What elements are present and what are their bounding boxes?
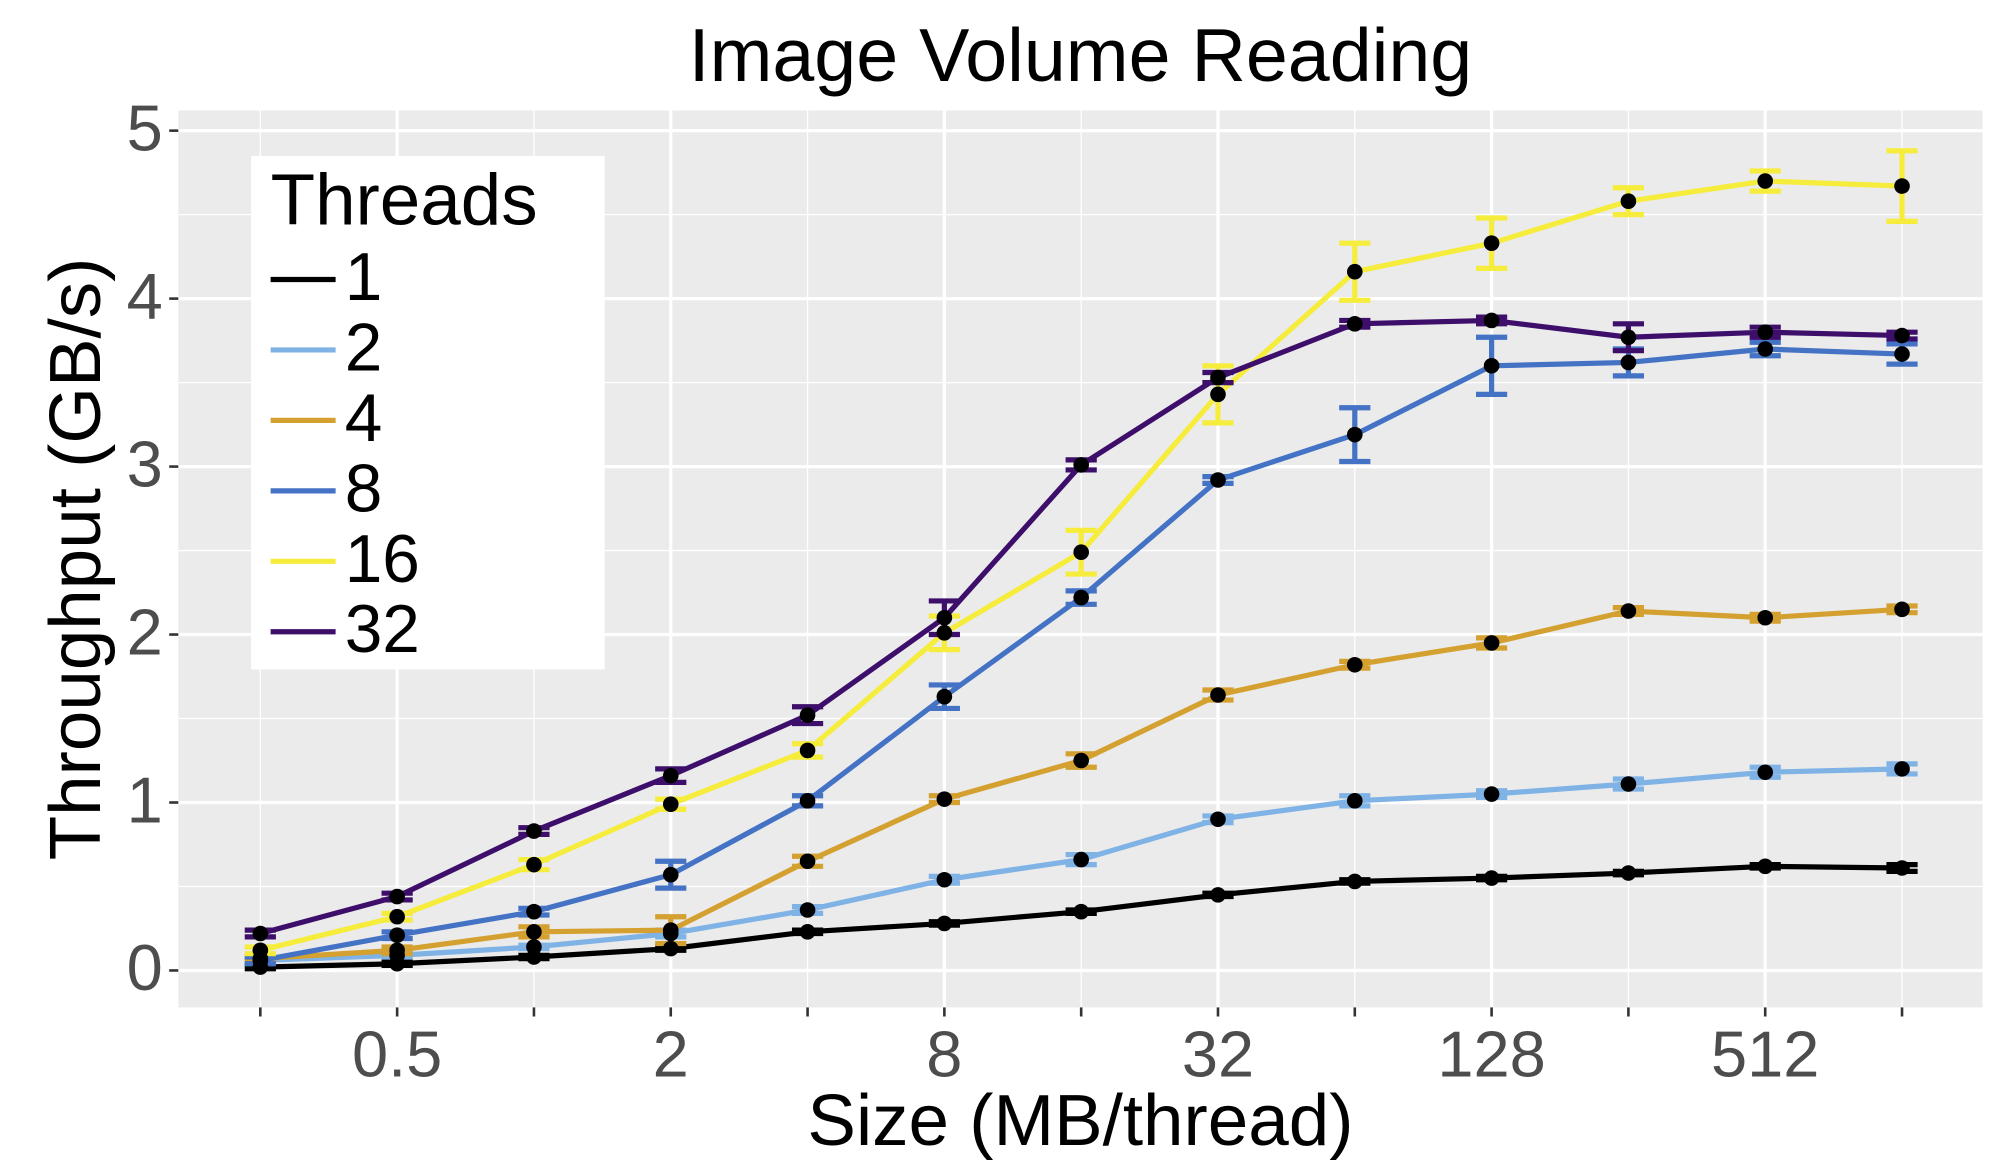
data-point [389, 942, 405, 959]
data-point [936, 625, 953, 641]
data-point [662, 922, 679, 938]
data-point [799, 742, 816, 759]
legend-label: 4 [345, 381, 383, 456]
data-point [662, 767, 679, 784]
x-tick-label: 32 [1182, 1018, 1254, 1091]
data-point [662, 940, 679, 957]
data-point [936, 688, 953, 705]
legend-title: Threads [271, 160, 538, 241]
y-tick-label: 3 [127, 427, 163, 500]
data-point [1346, 316, 1363, 332]
data-point [389, 888, 405, 905]
data-point [252, 925, 269, 942]
data-point [1757, 324, 1774, 341]
data-point [526, 939, 542, 955]
data-point [1894, 761, 1910, 777]
data-point [526, 903, 542, 920]
x-tick-label: 2 [653, 1018, 689, 1091]
y-tick-label: 4 [127, 259, 163, 332]
data-point [1210, 687, 1226, 703]
y-tick-label: 0 [127, 931, 163, 1004]
data-point [1210, 811, 1226, 828]
data-point [1210, 386, 1226, 403]
data-point [1073, 544, 1089, 561]
data-point [1620, 193, 1637, 209]
data-point [936, 609, 953, 626]
y-axis-title: Throughput (GB/s) [35, 258, 116, 861]
data-point [936, 871, 953, 888]
data-point [1483, 235, 1500, 251]
legend-label: 32 [345, 592, 420, 667]
chart-title: Image Volume Reading [689, 13, 1473, 97]
data-point [1483, 635, 1500, 651]
data-point [1346, 793, 1363, 809]
legend-label: 2 [345, 310, 383, 385]
data-point [1620, 865, 1637, 881]
data-point [936, 791, 953, 807]
data-point [936, 915, 953, 932]
data-point [526, 856, 542, 873]
data-point [1073, 457, 1089, 473]
y-tick-label: 5 [127, 91, 163, 164]
data-point [1073, 589, 1089, 606]
data-point [1346, 873, 1363, 890]
data-point [1894, 860, 1910, 876]
data-point [1757, 609, 1774, 626]
data-point [1894, 601, 1910, 618]
x-tick-label: 512 [1711, 1018, 1819, 1091]
legend-label: 1 [345, 240, 383, 315]
x-axis-title: Size (MB/thread) [807, 1080, 1353, 1161]
data-point [1757, 764, 1774, 781]
data-point [1757, 341, 1774, 357]
data-point [799, 924, 816, 940]
data-point [1757, 173, 1774, 189]
data-point [1346, 426, 1363, 443]
legend-label: 8 [345, 451, 383, 526]
data-point [1073, 752, 1089, 769]
data-point [526, 924, 542, 940]
y-tick-label: 1 [127, 763, 163, 836]
data-point [389, 927, 405, 943]
data-point [526, 823, 542, 839]
data-point [1210, 887, 1226, 903]
data-point [1346, 263, 1363, 280]
y-tick-label: 2 [127, 595, 163, 668]
data-point [1620, 603, 1637, 619]
series-lines [244, 148, 1918, 975]
data-point [799, 707, 816, 723]
data-point [1483, 786, 1500, 802]
data-point [662, 866, 679, 883]
data-point [252, 942, 269, 959]
data-point [1210, 369, 1226, 386]
data-point [662, 796, 679, 812]
legend-label: 16 [345, 522, 420, 597]
data-point [1483, 312, 1500, 329]
data-point [1620, 354, 1637, 371]
data-point [1894, 346, 1910, 362]
data-point [1073, 851, 1089, 868]
data-point [1620, 329, 1637, 346]
data-point [799, 853, 816, 870]
x-tick-label: 8 [926, 1018, 962, 1091]
data-point [1757, 858, 1774, 875]
data-point [1073, 903, 1089, 920]
data-point [799, 793, 816, 809]
data-point [1894, 327, 1910, 344]
data-point [1620, 776, 1637, 792]
data-point [1210, 472, 1226, 488]
data-point [1346, 656, 1363, 673]
legend-box [251, 155, 605, 670]
data-point [799, 902, 816, 918]
data-point [1483, 357, 1500, 374]
x-tick-label: 128 [1437, 1018, 1545, 1091]
data-point [1894, 178, 1910, 194]
data-point [389, 908, 405, 925]
x-tick-label: 0.5 [352, 1018, 442, 1091]
data-point [1483, 870, 1500, 886]
